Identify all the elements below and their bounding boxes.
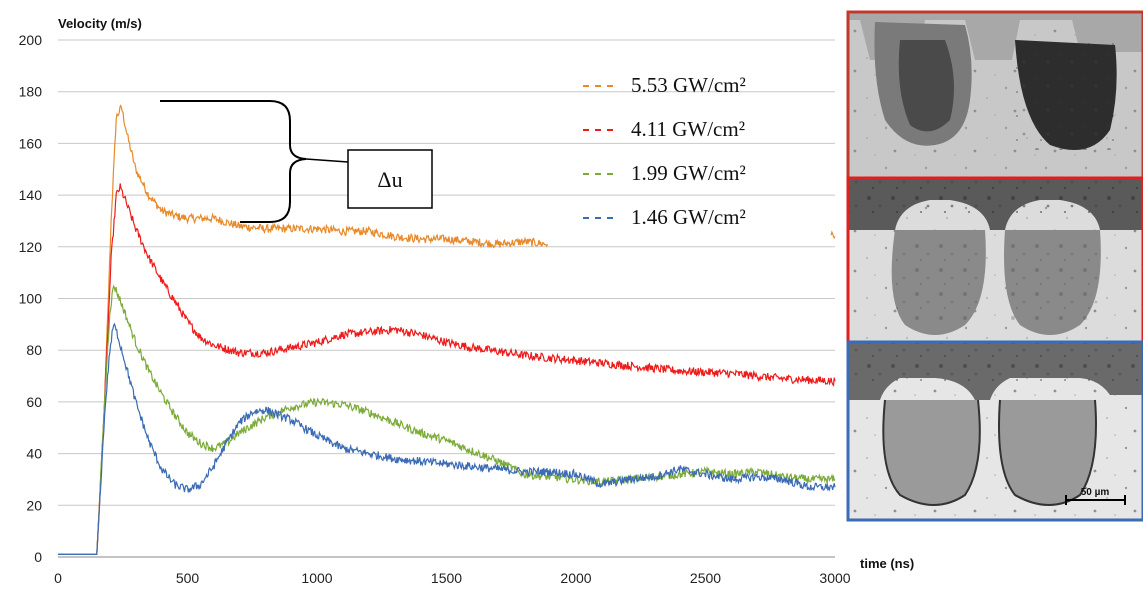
y-tick-label: 0 (34, 549, 42, 565)
x-tick-label: 3000 (819, 570, 850, 586)
delta-u-annotation: Δu (160, 100, 433, 223)
series-line-0-tail (830, 230, 836, 240)
y-tick-label: 160 (19, 135, 43, 151)
delta-u-brace (160, 100, 307, 223)
y-tick-label: 180 (19, 84, 43, 100)
delta-u-box (347, 149, 433, 209)
series-lines (58, 104, 836, 555)
x-tick-label: 2500 (690, 570, 721, 586)
y-tick-label: 20 (26, 497, 42, 513)
y-tick-label: 40 (26, 446, 42, 462)
y-axis-title: Velocity (m/s) (58, 16, 142, 31)
y-tick-labels: 0 20 40 60 80 100 120 140 160 180 200 (19, 32, 43, 565)
legend: 5.53 GW/cm² 4.11 GW/cm² 1.99 GW/cm² 1.46 GW… (583, 73, 746, 229)
x-tick-labels: 0 500 1000 1500 2000 2500 3000 (54, 570, 851, 586)
x-tick-label: 500 (176, 570, 200, 586)
grid-lines (58, 39, 835, 506)
micrograph-panel-1 (846, 10, 1143, 180)
micrograph-panel-2 (846, 176, 1143, 344)
delta-u-label: Δu (377, 167, 402, 192)
delta-u-pointer (305, 158, 349, 163)
x-tick-label: 1000 (301, 570, 332, 586)
y-tick-label: 100 (19, 291, 43, 307)
micrograph-panel-3: 50 µm (846, 340, 1143, 522)
y-tick-label: 120 (19, 239, 43, 255)
series-line-2 (58, 284, 836, 555)
x-axis-title: time (ns) (860, 556, 914, 571)
micrograph-border-3 (846, 340, 1143, 522)
series-line-3 (58, 322, 836, 555)
y-tick-label: 200 (19, 32, 43, 48)
scale-bar-label: 50 µm (1081, 487, 1110, 498)
y-tick-label: 140 (19, 187, 43, 203)
x-tick-label: 0 (54, 570, 62, 586)
series-line-1 (58, 183, 836, 555)
legend-label-1: 4.11 GW/cm² (631, 117, 745, 141)
legend-label-2: 1.99 GW/cm² (631, 161, 746, 185)
x-tick-label: 2000 (560, 570, 591, 586)
legend-label-0: 5.53 GW/cm² (631, 73, 746, 97)
x-tick-label: 1500 (431, 570, 462, 586)
legend-label-3: 1.46 GW/cm² (631, 205, 746, 229)
y-tick-label: 80 (26, 342, 42, 358)
series-line-0 (58, 104, 549, 555)
y-tick-label: 60 (26, 394, 42, 410)
